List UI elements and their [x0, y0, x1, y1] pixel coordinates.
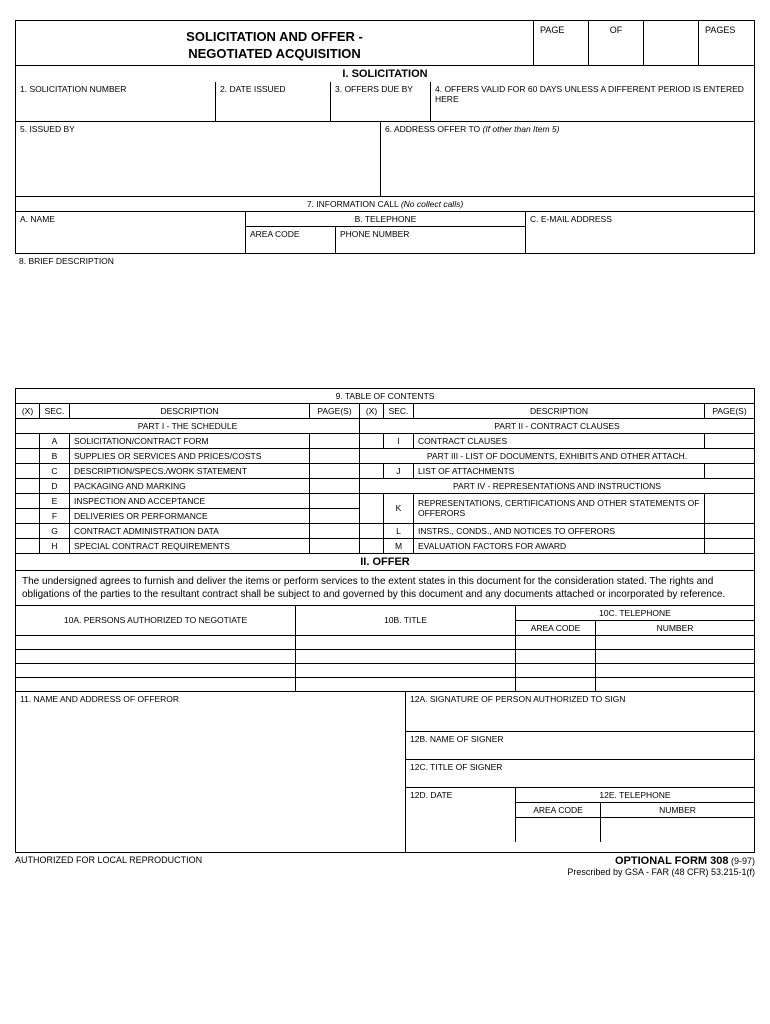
- toc-part2: PART II - CONTRACT CLAUSES: [360, 418, 755, 433]
- toc-desc-h: SPECIAL CONTRACT REQUIREMENTS: [70, 538, 310, 553]
- toc-part4: PART IV - REPRESENTATIONS AND INSTRUCTIO…: [360, 478, 755, 493]
- section-11-12: 11. NAME AND ADDRESS OF OFFEROR 12A. SIG…: [15, 692, 755, 853]
- field-12b: 12B. NAME OF SIGNER: [406, 732, 754, 760]
- toc-sec-b: B: [40, 448, 70, 463]
- toc-desc-e: INSPECTION AND ACCEPTANCE: [70, 493, 310, 508]
- toc-part1: PART I - THE SCHEDULE: [16, 418, 360, 433]
- field-a: A. NAME: [16, 212, 246, 253]
- toc-sec-k: K: [384, 493, 414, 523]
- toc-desc-g: CONTRACT ADMINISTRATION DATA: [70, 523, 310, 538]
- field-5: 5. ISSUED BY: [16, 122, 381, 196]
- footer-right: OPTIONAL FORM 308 (9-97) Prescribed by G…: [567, 855, 755, 877]
- toc-sec-c: C: [40, 463, 70, 478]
- toc-sec-f: F: [40, 508, 70, 523]
- row-abc: A. NAME B. TELEPHONE AREA CODE PHONE NUM…: [16, 212, 754, 253]
- toc-col-x-r: (X): [360, 403, 384, 418]
- toc-col-sec-r: SEC.: [384, 403, 414, 418]
- field-12c: 12C. TITLE OF SIGNER: [406, 760, 754, 788]
- toc-desc-k: REPRESENTATIONS, CERTIFICATIONS AND OTHE…: [414, 493, 705, 523]
- toc-sec-j: J: [384, 463, 414, 478]
- toc-part3: PART III - LIST OF DOCUMENTS, EXHIBITS A…: [360, 448, 755, 463]
- field-11: 11. NAME AND ADDRESS OF OFFEROR: [16, 692, 406, 852]
- toc-sec-l: L: [384, 523, 414, 538]
- area-code-10c: AREA CODE: [516, 620, 596, 635]
- title-line2: NEGOTIATED ACQUISITION: [16, 46, 533, 63]
- area-code-12e: AREA CODE: [516, 803, 601, 818]
- toc-sec-a: A: [40, 433, 70, 448]
- toc-col-pages-l: PAGE(S): [310, 403, 360, 418]
- toc-col-x-l: (X): [16, 403, 40, 418]
- toc-col-desc-l: DESCRIPTION: [70, 403, 310, 418]
- toc-col-sec-l: SEC.: [40, 403, 70, 418]
- field-10b: 10B. TITLE: [296, 605, 516, 635]
- toc-desc-c: DESCRIPTION/SPECS./WORK STATEMENT: [70, 463, 310, 478]
- toc-table: 9. TABLE OF CONTENTS (X) SEC. DESCRIPTIO…: [15, 388, 755, 554]
- form-date: (9-97): [731, 856, 755, 866]
- toc-col-pages-r: PAGE(S): [705, 403, 755, 418]
- form-name: OPTIONAL FORM 308: [615, 855, 728, 867]
- form-container: SOLICITATION AND OFFER - NEGOTIATED ACQU…: [15, 20, 755, 254]
- field-7: 7. INFORMATION CALL (No collect calls): [16, 197, 754, 211]
- field-10c: 10C. TELEPHONE: [516, 605, 755, 620]
- field-3: 3. OFFERS DUE BY: [331, 82, 431, 121]
- footer: AUTHORIZED FOR LOCAL REPRODUCTION OPTION…: [15, 853, 755, 877]
- field-6: 6. ADDRESS OFFER TO (If other than Item …: [381, 122, 754, 196]
- field-12-group: 12A. SIGNATURE OF PERSON AUTHORIZED TO S…: [406, 692, 754, 852]
- pages-label: PAGES: [699, 21, 754, 65]
- toc-col-desc-r: DESCRIPTION: [414, 403, 705, 418]
- field-c: C. E-MAIL ADDRESS: [526, 212, 754, 253]
- field-4: 4. OFFERS VALID FOR 60 DAYS UNLESS A DIF…: [431, 82, 754, 121]
- number-10c: NUMBER: [596, 620, 755, 635]
- toc-sec-g: G: [40, 523, 70, 538]
- field-8: 8. BRIEF DESCRIPTION: [15, 254, 755, 268]
- negotiate-table: 10A. PERSONS AUTHORIZED TO NEGOTIATE 10B…: [15, 605, 755, 692]
- toc-desc-b: SUPPLIES OR SERVICES AND PRICES/COSTS: [70, 448, 310, 463]
- toc-desc-a: SOLICITATION/CONTRACT FORM: [70, 433, 310, 448]
- pages-blank: [644, 21, 699, 65]
- field-12e: 12E. TELEPHONE: [516, 788, 754, 803]
- section-1-heading: I. SOLICITATION: [16, 65, 754, 82]
- row-7-header: 7. INFORMATION CALL (No collect calls): [16, 197, 754, 212]
- toc-desc-j: LIST OF ATTACHMENTS: [414, 463, 705, 478]
- toc-desc-f: DELIVERIES OR PERFORMANCE: [70, 508, 310, 523]
- field-b-group: B. TELEPHONE AREA CODE PHONE NUMBER: [246, 212, 526, 253]
- field-12e-group: 12E. TELEPHONE AREA CODE NUMBER: [516, 788, 754, 842]
- area-code-label: AREA CODE: [246, 227, 336, 253]
- toc-heading: 9. TABLE OF CONTENTS: [16, 388, 755, 403]
- field-b: B. TELEPHONE: [246, 212, 525, 227]
- prescribed: Prescribed by GSA - FAR (48 CFR) 53.215-…: [567, 867, 755, 877]
- field-12d: 12D. DATE: [406, 788, 516, 842]
- title-line1: SOLICITATION AND OFFER -: [16, 29, 533, 46]
- of-label: OF: [589, 21, 644, 65]
- footer-left: AUTHORIZED FOR LOCAL REPRODUCTION: [15, 855, 202, 877]
- title-cell: SOLICITATION AND OFFER - NEGOTIATED ACQU…: [16, 21, 534, 65]
- field-1: 1. SOLICITATION NUMBER: [16, 82, 216, 121]
- row-5-6: 5. ISSUED BY 6. ADDRESS OFFER TO (If oth…: [16, 122, 754, 197]
- toc-desc-m: EVALUATION FACTORS FOR AWARD: [414, 538, 705, 553]
- offer-text: The undersigned agrees to furnish and de…: [15, 571, 755, 605]
- field-2: 2. DATE ISSUED: [216, 82, 331, 121]
- section-2-heading: II. OFFER: [15, 554, 755, 571]
- toc-sec-e: E: [40, 493, 70, 508]
- page-indicator: PAGE OF PAGES: [534, 21, 754, 65]
- toc-sec-m: M: [384, 538, 414, 553]
- number-12e: NUMBER: [601, 803, 754, 818]
- field-12a: 12A. SIGNATURE OF PERSON AUTHORIZED TO S…: [406, 692, 754, 732]
- phone-number-label: PHONE NUMBER: [336, 227, 525, 253]
- title-row: SOLICITATION AND OFFER - NEGOTIATED ACQU…: [16, 21, 754, 65]
- page-label: PAGE: [534, 21, 589, 65]
- toc-desc-i: CONTRACT CLAUSES: [414, 433, 705, 448]
- toc-sec-d: D: [40, 478, 70, 493]
- toc-sec-i: I: [384, 433, 414, 448]
- row-1-4: 1. SOLICITATION NUMBER 2. DATE ISSUED 3.…: [16, 82, 754, 122]
- field-10a: 10A. PERSONS AUTHORIZED TO NEGOTIATE: [16, 605, 296, 635]
- toc-sec-h: H: [40, 538, 70, 553]
- toc-desc-l: INSTRS., CONDS., AND NOTICES TO OFFERORS: [414, 523, 705, 538]
- toc-desc-d: PACKAGING AND MARKING: [70, 478, 310, 493]
- brief-description-space: [15, 268, 755, 388]
